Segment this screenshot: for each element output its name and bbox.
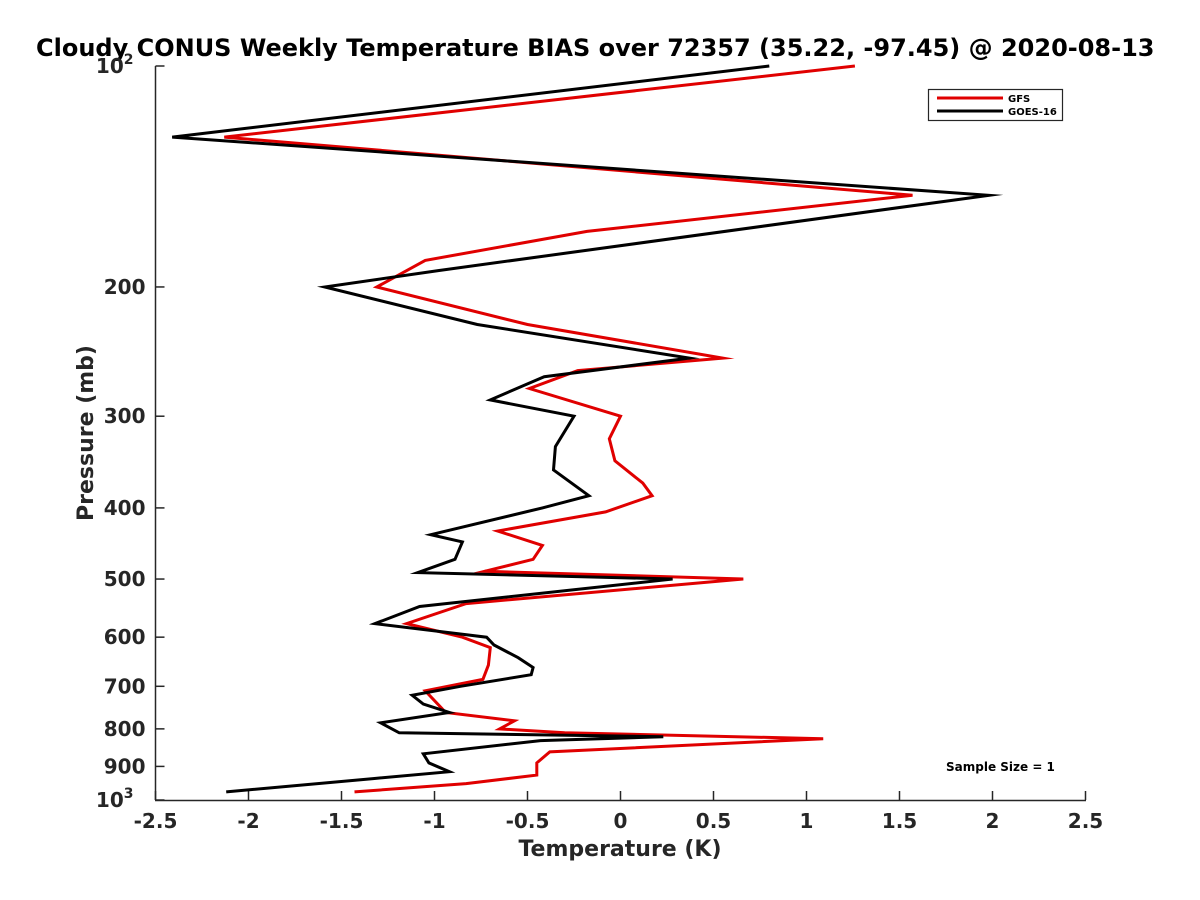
y-tick-label: 500 [104,567,146,591]
x-axis: -2.5 -2 -1.5 -1 -0.5 0 0.5 1 1.5 2 2.5 [134,791,1103,833]
y-tick-label: 200 [104,275,146,299]
y-axis: 102 200 300 400 500 600 700 800 900 103 [96,52,165,812]
x-tick-label: 1.5 [882,809,917,833]
legend-box [927,88,1064,122]
x-tick-label: -0.5 [506,809,550,833]
y-tick-label: 800 [104,717,146,741]
series-line-goes-16 [172,64,1004,794]
chart-title: Cloudy CONUS Weekly Temperature BIAS ove… [36,34,1154,62]
y-tick-label: 700 [104,674,146,698]
x-tick-label: 2 [986,809,1000,833]
x-tick-label: 1 [800,809,814,833]
x-tick-label: -1.5 [320,809,364,833]
sample-size-annotation: Sample Size = 1 [946,760,1055,774]
y-tick-label: 900 [104,754,146,778]
legend-label: GFS [1008,94,1030,105]
y-tick-label: 400 [104,496,146,520]
legend-label: GOES-16 [1008,107,1057,118]
x-tick-label: 0 [614,809,628,833]
x-axis-label: Temperature (K) [518,837,721,862]
y-tick-label: 300 [104,404,146,428]
series-line-gfs [224,64,913,794]
x-tick-label: 2.5 [1068,809,1103,833]
plot-area [154,66,1086,802]
y-tick-label: 102 [96,52,134,78]
y-tick-label: 600 [104,625,146,649]
x-tick-label: -1 [423,809,445,833]
x-tick-label: 0.5 [696,809,731,833]
y-axis-label: Pressure (mb) [74,345,99,521]
legend: GFS GOES-16 [927,88,1064,122]
x-tick-label: -2 [237,809,259,833]
y-tick-label: 103 [96,786,134,812]
series-group [172,64,1004,794]
x-tick-label: -2.5 [134,809,178,833]
